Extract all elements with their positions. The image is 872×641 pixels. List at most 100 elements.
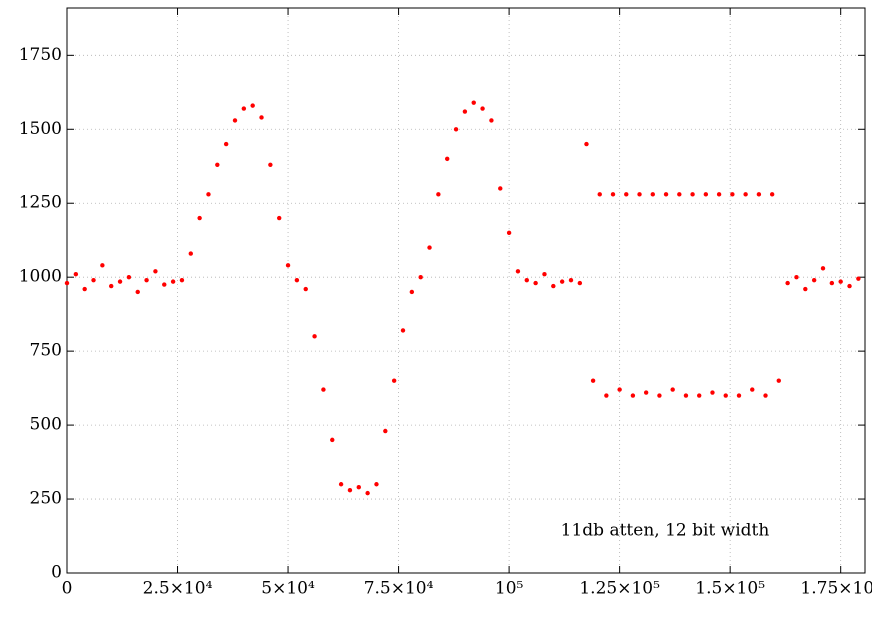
point — [829, 280, 835, 286]
point — [710, 390, 715, 395]
point — [82, 286, 87, 292]
point — [347, 487, 353, 493]
x-tick-label: 2.5×10⁴ — [143, 579, 213, 599]
point — [590, 378, 596, 383]
point — [663, 192, 669, 197]
point — [847, 283, 852, 289]
x-tick-label: 1.75×10⁵ — [800, 579, 872, 599]
point — [480, 106, 485, 111]
point — [743, 192, 748, 197]
point — [179, 277, 185, 283]
y-tick-label: 750 — [30, 341, 62, 361]
point — [584, 141, 589, 147]
point — [785, 280, 790, 286]
point — [109, 283, 114, 289]
point — [162, 282, 167, 287]
x-tick-label: 5×10⁴ — [261, 579, 315, 599]
x-tick-label: 1.5×10⁵ — [695, 579, 765, 599]
point — [259, 115, 264, 120]
point — [197, 215, 202, 221]
point — [838, 279, 843, 284]
point — [677, 192, 682, 197]
point — [303, 286, 308, 292]
point — [624, 192, 629, 197]
point — [73, 272, 79, 277]
point — [321, 387, 326, 392]
point — [383, 428, 388, 434]
point — [356, 485, 361, 490]
x-tick-label: 0 — [62, 579, 73, 599]
point — [277, 215, 282, 221]
point — [723, 393, 728, 398]
point — [515, 269, 521, 274]
point — [643, 390, 649, 395]
y-tick-label: 500 — [30, 415, 62, 435]
point — [820, 266, 826, 271]
plot-frame — [66, 7, 866, 574]
point — [64, 280, 70, 286]
point — [730, 192, 735, 197]
point — [650, 192, 655, 197]
point — [683, 393, 689, 398]
point — [436, 192, 441, 197]
point — [551, 283, 556, 289]
point — [756, 192, 762, 197]
y-tick-label: 1500 — [19, 119, 62, 139]
point — [188, 251, 193, 256]
point — [524, 277, 529, 283]
point — [498, 186, 503, 191]
y-tick-label: 250 — [30, 489, 62, 509]
point — [690, 192, 695, 197]
point — [126, 274, 132, 280]
point — [577, 280, 583, 286]
point — [170, 279, 176, 284]
point — [657, 393, 662, 398]
point — [703, 192, 709, 197]
point — [776, 378, 781, 383]
y-tick-label: 1750 — [19, 45, 62, 65]
point — [427, 245, 432, 250]
point — [559, 279, 565, 284]
point — [736, 393, 742, 398]
x-tick-label: 7.5×10⁴ — [364, 579, 434, 599]
point — [294, 277, 300, 283]
point — [135, 289, 140, 295]
point — [542, 272, 547, 277]
point — [763, 393, 768, 398]
point — [630, 393, 636, 398]
point — [750, 387, 755, 392]
point — [637, 192, 642, 197]
point — [453, 127, 459, 132]
point — [409, 289, 415, 295]
point — [330, 437, 335, 443]
point — [617, 387, 622, 392]
point — [91, 277, 96, 283]
point — [462, 109, 468, 114]
point — [206, 192, 211, 197]
point — [716, 192, 722, 197]
y-tick-label: 1250 — [19, 193, 62, 213]
point — [506, 230, 512, 236]
x-tick-label: 1.25×10⁵ — [579, 579, 660, 599]
annotation: 11db atten, 12 bit width — [561, 521, 770, 541]
point — [232, 118, 238, 123]
point — [794, 274, 799, 280]
point — [769, 192, 775, 197]
point — [610, 192, 616, 197]
point — [285, 263, 291, 268]
point — [670, 387, 675, 392]
point — [241, 106, 247, 111]
point — [117, 279, 123, 284]
point — [803, 286, 808, 292]
point — [250, 103, 255, 108]
point — [153, 269, 158, 274]
point — [312, 334, 317, 339]
y-tick-label: 0 — [51, 563, 62, 583]
point — [811, 277, 817, 283]
point — [374, 482, 379, 487]
point — [604, 393, 609, 398]
point — [391, 378, 397, 383]
point — [697, 393, 702, 398]
point — [489, 118, 494, 123]
